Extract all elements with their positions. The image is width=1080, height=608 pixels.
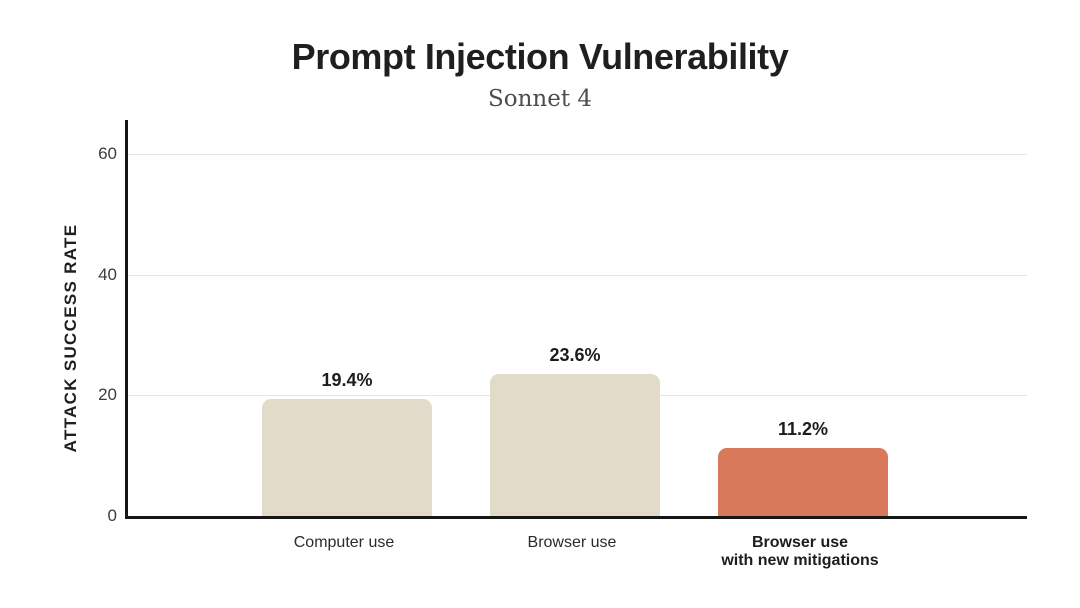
- y-tick-label-0: 0: [107, 506, 117, 525]
- y-tick-label-20: 20: [98, 385, 117, 405]
- x-tick-label-1: Browser use: [527, 534, 617, 551]
- x-tick-label-0: Computer use: [293, 534, 395, 551]
- y-tick-label-60: 60: [98, 144, 117, 164]
- gridline-y-40: [128, 274, 1027, 276]
- chart-subtitle: Sonnet 4: [487, 86, 593, 112]
- gridline-y-60: [128, 154, 1027, 156]
- bar-2: [718, 448, 888, 516]
- bar-value-label-0: 19.4%: [321, 370, 373, 390]
- x-tick-label-2: Browser use with new mitigations: [721, 534, 879, 569]
- y-axis-title: ATTACK SUCCESS RATE: [61, 223, 80, 453]
- bar-value-label-2: 11.2%: [777, 419, 829, 439]
- bar-value-label-1: 23.6%: [549, 345, 601, 365]
- bar-1: [490, 374, 660, 516]
- y-tick-label-40: 40: [98, 264, 117, 284]
- chart-title: Prompt Injection Vulnerability: [291, 36, 789, 77]
- plot-area: 19.4% 23.6% 11.2%: [125, 120, 1027, 519]
- bar-0: [262, 399, 432, 516]
